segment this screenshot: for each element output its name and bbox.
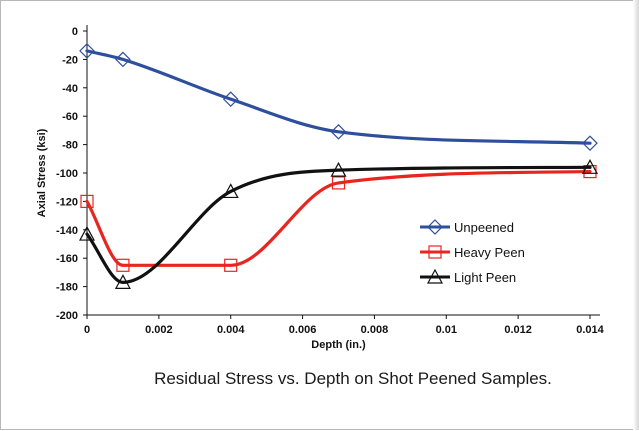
x-tick-label: 0.01 — [436, 324, 457, 336]
x-tick-label: 0.012 — [504, 324, 532, 336]
data-point-unpeened — [582, 135, 598, 152]
data-point-unpeened — [115, 51, 131, 68]
data-point-unpeened — [79, 43, 95, 59]
y-tick-label: -140 — [56, 225, 78, 237]
data-point-light-peen — [330, 161, 347, 177]
y-tick-label: -80 — [62, 140, 78, 152]
data-point-heavy-peen — [331, 176, 346, 190]
data-point-heavy-peen — [116, 258, 130, 272]
page-edge-shadow — [633, 0, 639, 430]
legend-label-light-peen: Light Peen — [454, 270, 516, 285]
y-tick-label: -180 — [56, 282, 78, 294]
data-point-heavy-peen — [224, 258, 238, 272]
y-tick-label: -160 — [56, 253, 78, 265]
y-axis-title: Axial Stress (ksi) — [36, 128, 48, 217]
legend-label-unpeened: Unpeened — [454, 220, 514, 235]
y-tick-label: -60 — [62, 111, 78, 123]
data-point-light-peen — [581, 159, 599, 174]
series-line-heavy-peen — [85, 169, 592, 267]
x-tick-label: 0.006 — [289, 324, 317, 336]
data-point-heavy-peen — [80, 194, 94, 208]
legend-marker-light-peen — [426, 268, 444, 284]
data-point-light-peen — [222, 183, 239, 199]
y-tick-label: -100 — [56, 168, 78, 180]
legend-marker-unpeened — [427, 219, 443, 235]
y-tick-label: -200 — [56, 310, 78, 322]
data-point-light-peen — [78, 225, 96, 241]
data-point-light-peen — [114, 274, 131, 289]
x-tick-label: 0.004 — [217, 324, 245, 336]
figure-caption: Residual Stress vs. Depth on Shot Peened… — [154, 369, 552, 388]
x-tick-label: 0 — [84, 324, 90, 336]
data-point-unpeened — [330, 123, 347, 140]
data-point-unpeened — [222, 91, 239, 108]
y-tick-label: -40 — [62, 83, 78, 95]
y-tick-label: 0 — [72, 26, 78, 38]
y-tick-label: -20 — [62, 54, 78, 66]
series-line-light-peen — [85, 165, 592, 284]
series-line-unpeened — [85, 49, 592, 145]
legend-marker-heavy-peen — [428, 245, 442, 259]
x-tick-label: 0.014 — [576, 324, 604, 336]
legend-label-heavy-peen: Heavy Peen — [454, 245, 525, 260]
x-tick-label: 0.008 — [361, 324, 389, 336]
x-tick-label: 0.002 — [145, 324, 173, 336]
x-axis-title: Depth (in.) — [311, 339, 366, 351]
y-tick-label: -120 — [56, 196, 78, 208]
